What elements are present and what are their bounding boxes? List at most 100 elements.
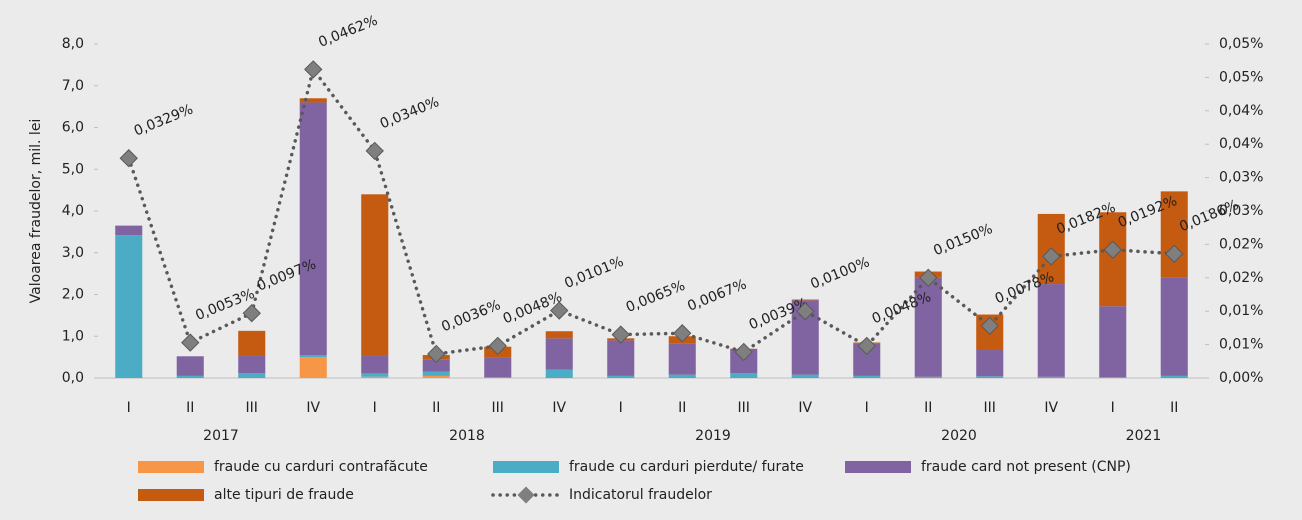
indicator-marker xyxy=(242,304,261,323)
legend-swatch xyxy=(138,461,204,473)
y2-tick-label: 0,02% xyxy=(1219,236,1263,252)
indicator-marker xyxy=(365,141,384,161)
x-tick-label: III xyxy=(738,400,750,416)
year-label: 2021 xyxy=(1126,428,1162,444)
bar-segment xyxy=(607,375,635,378)
indicator-label: 0,0053% xyxy=(193,286,257,324)
indicator-marker xyxy=(488,336,507,356)
legend-label: fraude cu carduri contrafăcute xyxy=(214,459,428,475)
bar-segment xyxy=(791,374,819,378)
x-tick-label: IV xyxy=(1044,400,1058,416)
indicator-line xyxy=(127,65,1176,356)
indicator-label: 0,0101% xyxy=(562,254,626,292)
x-tick-label: IV xyxy=(552,400,566,416)
indicator-label: 0,0065% xyxy=(624,278,688,316)
y2-tick-label: 0,01% xyxy=(1219,303,1263,319)
y2-tick-label: 0,03% xyxy=(1219,203,1263,219)
x-tick-label: I xyxy=(865,400,869,416)
bar-segment xyxy=(976,350,1004,377)
y2-tick-label: 0,04% xyxy=(1219,136,1263,152)
bar-segment xyxy=(791,299,819,301)
bar-segment xyxy=(976,376,1004,378)
y-axis-title: Valoarea fraudelor, mil. lei xyxy=(28,119,44,304)
y-tick-label: 7,0 xyxy=(62,78,84,94)
x-tick-label: I xyxy=(373,400,377,416)
year-label: 2020 xyxy=(941,428,977,444)
y-tick-label: 6,0 xyxy=(62,120,84,136)
indicator-marker xyxy=(181,333,200,352)
bar-segment xyxy=(176,356,204,376)
bar-segment xyxy=(1037,284,1065,377)
bar-segment xyxy=(422,375,450,378)
y-tick-label: 2,0 xyxy=(62,287,84,303)
legend-marker xyxy=(517,486,535,504)
legend-label: fraude cu carduri pierdute/ furate xyxy=(569,459,804,475)
x-tick-label: II xyxy=(924,400,932,416)
bar-segment xyxy=(238,355,266,373)
indicator-marker xyxy=(550,301,569,320)
y2-tick-label: 0,05% xyxy=(1219,36,1263,52)
bar-segment xyxy=(299,98,327,103)
indicator-marker xyxy=(1103,240,1122,259)
indicator-marker xyxy=(304,60,323,79)
x-tick-label: III xyxy=(492,400,504,416)
indicator-marker xyxy=(427,344,446,364)
bar-segment xyxy=(1099,212,1127,307)
y2-tick-label: 0,04% xyxy=(1219,103,1263,119)
bar-segment xyxy=(422,359,450,372)
bar-segment xyxy=(1099,306,1127,378)
x-tick-label: I xyxy=(127,400,131,416)
bar-segment xyxy=(1160,191,1188,278)
indicator-marker xyxy=(980,316,999,336)
bar-segment xyxy=(115,235,143,378)
indicator-marker xyxy=(1042,247,1061,266)
legend-swatch xyxy=(138,489,204,501)
y2-tick-label: 0,05% xyxy=(1219,69,1263,85)
bar-segment xyxy=(607,340,635,376)
y-tick-label: 5,0 xyxy=(62,161,84,177)
x-tick-label: I xyxy=(619,400,623,416)
bar-segment xyxy=(361,194,389,356)
legend-label: Indicatorul fraudelor xyxy=(569,487,712,503)
indicator-label: 0,0036% xyxy=(439,297,503,335)
bar-segment xyxy=(238,330,266,356)
x-tick-label: IV xyxy=(306,400,320,416)
indicator-marker xyxy=(673,324,692,343)
bar-segment xyxy=(545,338,573,370)
bar-segment xyxy=(361,355,389,374)
y-tick-label: 4,0 xyxy=(62,203,84,219)
indicator-marker xyxy=(857,336,876,356)
bar-segment xyxy=(299,357,327,378)
indicator-marker xyxy=(796,302,815,321)
bar-segment xyxy=(730,372,758,378)
indicator-label: 0,0100% xyxy=(808,254,872,292)
y-tick-label: 8,0 xyxy=(62,36,84,52)
y-tick-label: 1,0 xyxy=(62,328,84,344)
year-label: 2018 xyxy=(449,428,485,444)
indicator-marker xyxy=(734,342,753,362)
indicator-label: 0,0329% xyxy=(132,101,196,139)
legend-swatch xyxy=(493,461,559,473)
x-tick-label: II xyxy=(678,400,686,416)
indicator-label: 0,0067% xyxy=(685,276,749,314)
year-label: 2019 xyxy=(695,428,731,444)
x-tick-label: III xyxy=(984,400,996,416)
bar-segment xyxy=(238,372,266,378)
indicator-label: 0,0340% xyxy=(378,94,442,132)
bar-segment xyxy=(668,343,696,375)
bar-segment xyxy=(484,377,512,378)
indicator-marker xyxy=(919,268,938,287)
bar-segment xyxy=(914,376,942,378)
bar-segment xyxy=(853,375,881,378)
bar-segment xyxy=(1160,375,1188,378)
y-tick-label: 0,0 xyxy=(62,370,84,386)
x-tick-label: IV xyxy=(798,400,812,416)
bar-segment xyxy=(115,225,143,236)
bar-segment xyxy=(545,331,573,339)
bar-segment xyxy=(299,102,327,356)
legend-label: fraude card not present (CNP) xyxy=(921,459,1131,475)
bar-segment xyxy=(1160,277,1188,376)
bar-segment xyxy=(484,357,512,378)
y2-tick-label: 0,02% xyxy=(1219,270,1263,286)
x-tick-label: II xyxy=(1170,400,1178,416)
